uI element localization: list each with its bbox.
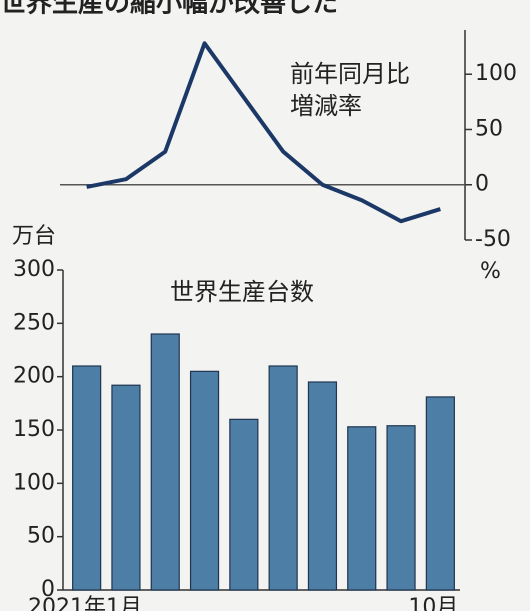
y-tick-label: 0 <box>475 172 489 197</box>
y-tick-label: 50 <box>27 524 55 549</box>
bar <box>150 333 180 591</box>
bar <box>72 365 102 591</box>
y-tick-label: 200 <box>13 364 55 389</box>
bar <box>229 418 259 591</box>
axis-unit: 万台 <box>12 224 56 249</box>
x-tick-label: 2021年1月 <box>28 595 142 611</box>
bar <box>189 370 220 591</box>
y-tick-label: 300 <box>13 257 55 282</box>
y-tick-label: 0 <box>41 577 55 602</box>
y-tick-label: 100 <box>13 470 55 495</box>
x-tick-label: 10月 <box>408 595 458 611</box>
axis-label: 前年同月比 <box>290 60 410 88</box>
bar <box>307 381 338 591</box>
y-tick-label: 100 <box>475 61 517 86</box>
bar <box>268 365 298 591</box>
bar <box>386 425 416 591</box>
axis-label: 増減率 <box>290 92 362 120</box>
y-tick-label: 50 <box>475 116 503 141</box>
bar <box>425 396 455 591</box>
line <box>86 41 441 224</box>
bar <box>347 426 377 591</box>
axis-unit: % <box>480 259 501 284</box>
chart-subtitle: 世界生産台数 <box>170 278 314 306</box>
chart-title: 世界生産の縮小幅が改善した <box>0 0 338 19</box>
y-tick-label: 150 <box>13 417 55 442</box>
y-tick-label: -50 <box>475 227 511 252</box>
bar <box>111 384 141 591</box>
y-tick-label: 250 <box>13 310 55 335</box>
